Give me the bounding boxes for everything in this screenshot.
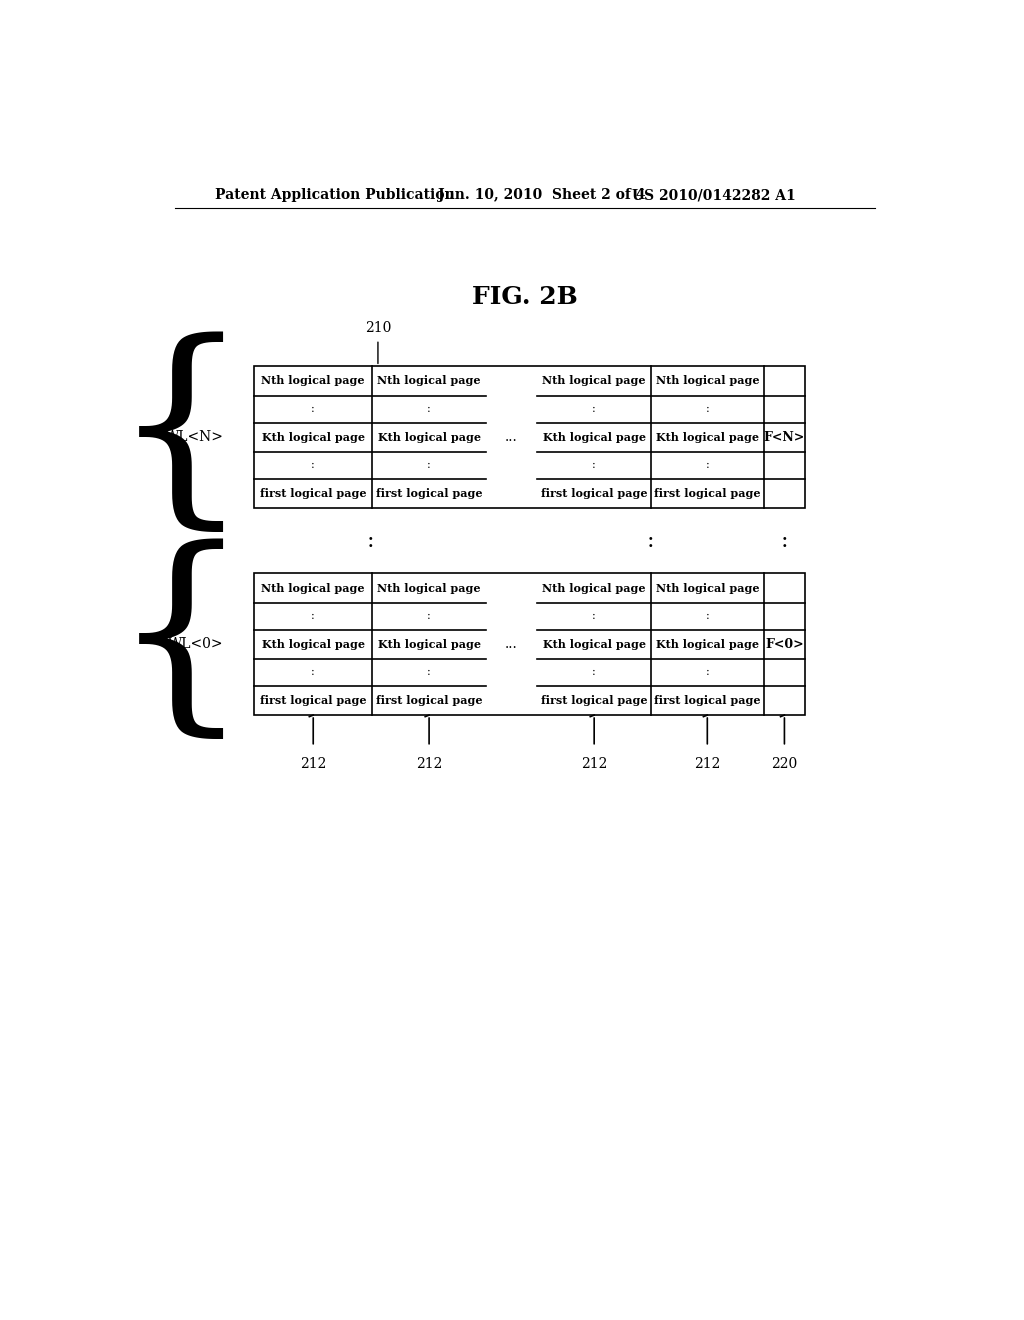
Text: first logical page: first logical page <box>260 488 367 499</box>
Text: ...: ... <box>505 638 518 651</box>
Text: Patent Application Publication: Patent Application Publication <box>215 189 455 202</box>
Text: :: : <box>706 668 710 677</box>
Text: Kth logical page: Kth logical page <box>378 432 480 442</box>
Text: first logical page: first logical page <box>260 694 367 706</box>
Text: F<N>: F<N> <box>764 430 805 444</box>
Bar <box>254 573 805 715</box>
Text: first logical page: first logical page <box>654 488 761 499</box>
Text: Nth logical page: Nth logical page <box>377 582 481 594</box>
Text: :: : <box>592 668 596 677</box>
Text: :: : <box>592 404 596 414</box>
Text: :: : <box>311 404 315 414</box>
Text: Nth logical page: Nth logical page <box>543 375 646 387</box>
Text: 212: 212 <box>416 758 442 771</box>
Text: Kth logical page: Kth logical page <box>655 639 759 649</box>
Text: :: : <box>311 668 315 677</box>
Text: :: : <box>427 404 431 414</box>
Text: {: { <box>113 540 251 750</box>
Bar <box>254 367 805 508</box>
Text: :: : <box>427 461 431 470</box>
Text: Nth logical page: Nth logical page <box>655 582 759 594</box>
Text: first logical page: first logical page <box>376 694 482 706</box>
Text: first logical page: first logical page <box>541 694 647 706</box>
Text: Kth logical page: Kth logical page <box>543 639 646 649</box>
Text: Kth logical page: Kth logical page <box>543 432 646 442</box>
Text: Nth logical page: Nth logical page <box>377 375 481 387</box>
Text: :: : <box>311 461 315 470</box>
Text: F<0>: F<0> <box>765 638 804 651</box>
Text: :: : <box>780 529 788 552</box>
Text: Nth logical page: Nth logical page <box>261 375 365 387</box>
Text: 212: 212 <box>694 758 721 771</box>
Text: :: : <box>592 461 596 470</box>
Text: Kth logical page: Kth logical page <box>655 432 759 442</box>
Text: :: : <box>427 611 431 622</box>
Text: :: : <box>646 529 654 552</box>
Text: Nth logical page: Nth logical page <box>543 582 646 594</box>
Text: :: : <box>427 668 431 677</box>
Text: 220: 220 <box>771 758 798 771</box>
Text: FIG. 2B: FIG. 2B <box>472 285 578 309</box>
Text: {: { <box>113 333 251 543</box>
Text: WL<N>: WL<N> <box>165 430 223 444</box>
Text: :: : <box>367 529 374 552</box>
Text: ...: ... <box>505 430 518 444</box>
Text: first logical page: first logical page <box>541 488 647 499</box>
Text: Kth logical page: Kth logical page <box>262 432 365 442</box>
Text: 212: 212 <box>300 758 327 771</box>
Text: :: : <box>311 611 315 622</box>
Text: WL<0>: WL<0> <box>168 638 223 651</box>
Text: Kth logical page: Kth logical page <box>262 639 365 649</box>
Text: :: : <box>706 404 710 414</box>
Text: US 2010/0142282 A1: US 2010/0142282 A1 <box>632 189 796 202</box>
Text: Jun. 10, 2010  Sheet 2 of 4: Jun. 10, 2010 Sheet 2 of 4 <box>438 189 645 202</box>
Text: :: : <box>592 611 596 622</box>
Text: 210: 210 <box>365 322 391 335</box>
Text: Nth logical page: Nth logical page <box>261 582 365 594</box>
Text: :: : <box>706 611 710 622</box>
Text: :: : <box>706 461 710 470</box>
Text: 212: 212 <box>581 758 607 771</box>
Text: Nth logical page: Nth logical page <box>655 375 759 387</box>
Text: Kth logical page: Kth logical page <box>378 639 480 649</box>
Text: first logical page: first logical page <box>376 488 482 499</box>
Text: first logical page: first logical page <box>654 694 761 706</box>
